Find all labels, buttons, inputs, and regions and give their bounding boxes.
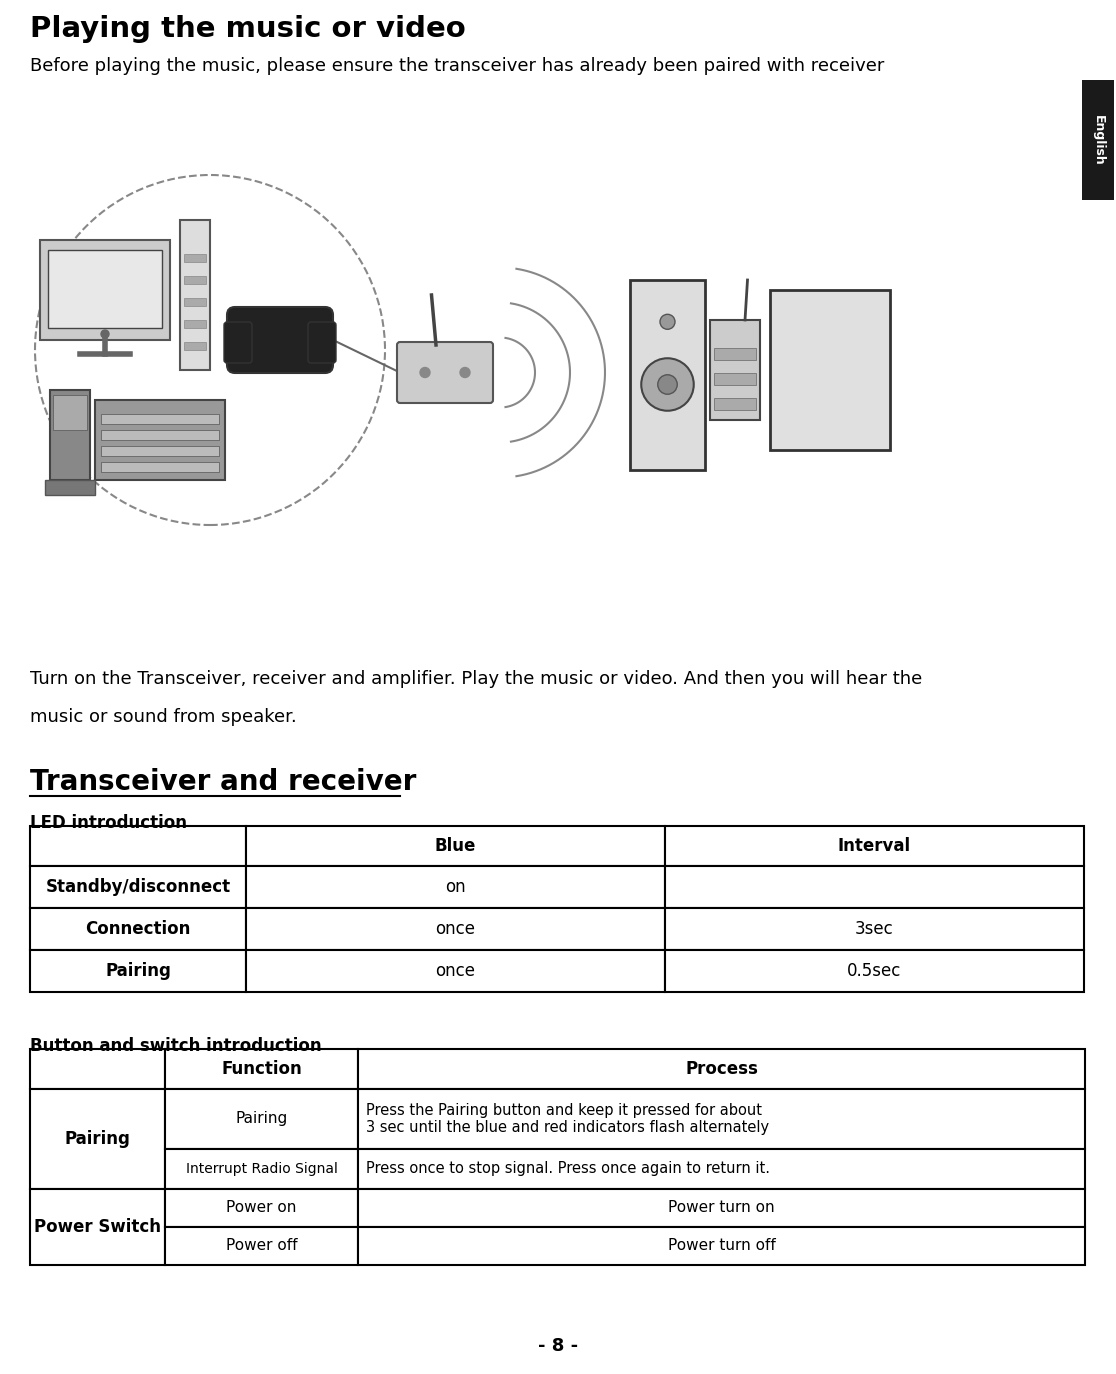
Bar [358,1048,1085,1090]
Bar [246,826,665,866]
Bar [102,430,219,440]
Text: once: once [435,962,475,980]
Text: Process: Process [685,1059,758,1079]
Text: Standby/disconnect: Standby/disconnect [46,878,231,896]
Text: Connection: Connection [85,921,191,938]
Text: 0.5sec: 0.5sec [847,962,902,980]
Text: Interrupt Radio Signal: Interrupt Radio Signal [185,1162,337,1176]
Bar [1083,80,1114,201]
Bar [30,866,246,908]
Text: Power off: Power off [225,1238,297,1253]
Text: Playing the music or video: Playing the music or video [30,15,465,43]
Bar [358,1227,1085,1265]
Circle shape [657,375,677,394]
Text: Press the Pairing button and keep it pressed for about
3 sec until the blue and : Press the Pairing button and keep it pre… [366,1103,769,1135]
Bar [30,908,246,949]
Bar [358,1189,1085,1227]
Text: - 8 -: - 8 - [538,1337,578,1355]
Bar [30,1048,165,1090]
Bar [165,1149,358,1189]
Text: Press once to stop signal. Press once again to return it.: Press once to stop signal. Press once ag… [366,1161,770,1176]
Circle shape [660,315,675,330]
Text: Interval: Interval [838,837,911,855]
Bar [30,949,246,992]
Text: Power turn off: Power turn off [667,1238,776,1253]
Text: English: English [1091,114,1105,165]
Text: on: on [445,878,465,896]
Bar [165,1227,358,1265]
Bar [631,280,705,470]
Text: Power turn on: Power turn on [668,1201,775,1216]
Circle shape [642,359,694,411]
Bar [714,398,756,409]
FancyBboxPatch shape [40,240,170,339]
Bar [102,462,219,473]
Text: once: once [435,921,475,938]
Bar [710,320,760,420]
FancyBboxPatch shape [224,322,252,363]
FancyBboxPatch shape [227,306,333,372]
Text: Turn on the Transceiver, receiver and amplifier. Play the music or video. And th: Turn on the Transceiver, receiver and am… [30,671,922,688]
Bar [665,866,1084,908]
Bar [665,949,1084,992]
Text: music or sound from speaker.: music or sound from speaker. [30,708,297,725]
Bar [246,949,665,992]
Bar [52,394,87,430]
Bar [165,1189,358,1227]
Text: Power Switch: Power Switch [33,1217,161,1237]
Circle shape [460,367,470,378]
Bar [184,298,206,306]
Text: Pairing: Pairing [235,1112,288,1127]
Bar [184,320,206,328]
Text: 3sec: 3sec [855,921,894,938]
Bar [102,414,219,425]
Bar [50,390,90,480]
Text: Pairing: Pairing [65,1129,131,1149]
FancyBboxPatch shape [397,342,493,403]
Text: Pairing: Pairing [105,962,171,980]
Bar [246,908,665,949]
Bar [102,447,219,456]
Bar [30,1090,165,1189]
Bar [770,290,889,451]
Circle shape [102,330,109,338]
Text: Blue: Blue [435,837,477,855]
Text: Transceiver and receiver: Transceiver and receiver [30,768,416,796]
Bar [184,254,206,262]
Text: LED introduction: LED introduction [30,813,187,833]
Text: Power on: Power on [227,1201,297,1216]
Bar [30,826,246,866]
Bar [48,250,162,328]
Bar [184,276,206,284]
Bar [45,480,95,495]
Text: Button and switch introduction: Button and switch introduction [30,1037,321,1055]
Bar [95,400,225,480]
Text: Before playing the music, please ensure the transceiver has already been paired : Before playing the music, please ensure … [30,56,884,76]
Bar [358,1090,1085,1149]
Bar [358,1149,1085,1189]
Bar [184,342,206,350]
Bar [714,372,756,385]
Bar [165,1090,358,1149]
Bar [665,908,1084,949]
Circle shape [420,367,430,378]
Bar [30,1189,165,1265]
Bar [246,866,665,908]
Text: Function: Function [221,1059,301,1079]
Bar [714,348,756,360]
Bar [165,1048,358,1090]
FancyBboxPatch shape [308,322,336,363]
Bar [180,220,210,370]
Bar [665,826,1084,866]
